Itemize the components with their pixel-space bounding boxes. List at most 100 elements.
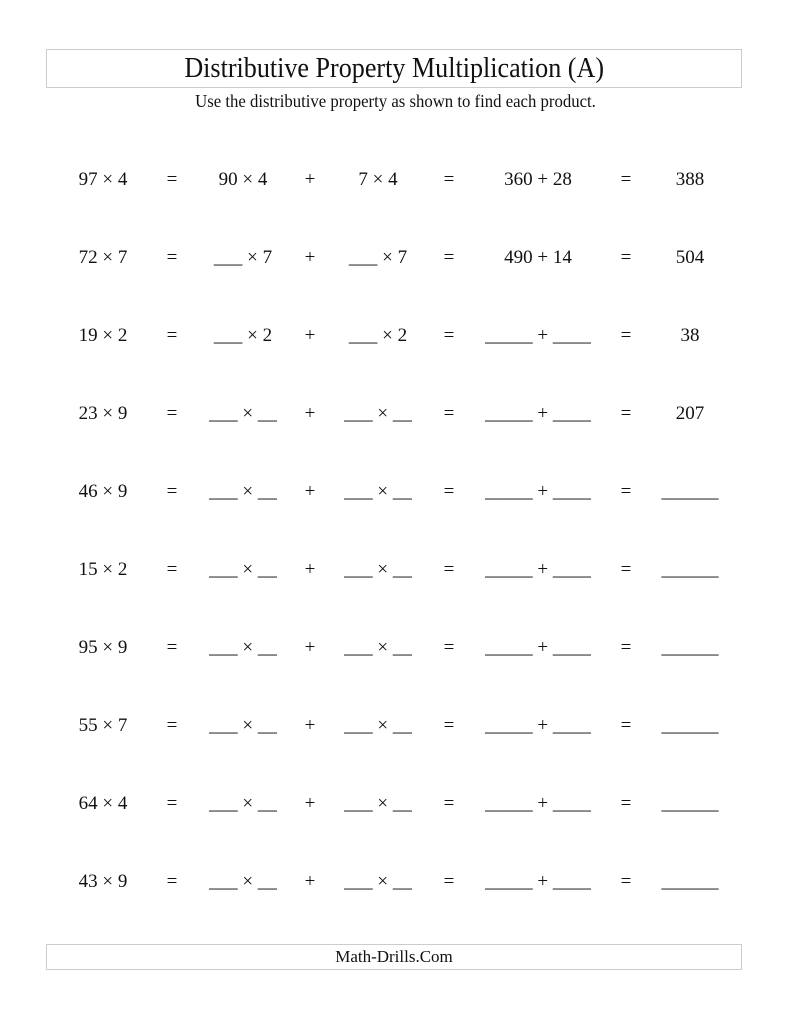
- equals-1: =: [166, 559, 178, 580]
- second-part: ___ × __: [344, 793, 412, 814]
- first-part: ___ × __: [209, 403, 277, 424]
- equals-3: =: [620, 247, 632, 268]
- first-part: ___ × __: [209, 715, 277, 736]
- equals-1: =: [166, 169, 178, 190]
- equals-1: =: [166, 637, 178, 658]
- equals-2: =: [443, 637, 455, 658]
- plus: +: [304, 559, 316, 580]
- partial-sums: 490 + 14: [504, 247, 572, 268]
- partial-sums: _____ + ____: [485, 793, 591, 814]
- second-part: 7 × 4: [358, 169, 398, 190]
- plus: +: [304, 715, 316, 736]
- problem-row: 19 × 2 = ___ × 2 + ___ × 2 = _____ + ____ = 38: [0, 321, 791, 351]
- first-part: ___ × __: [209, 481, 277, 502]
- product: ______: [661, 871, 719, 892]
- title-box: Distributive Property Multiplication (A): [46, 49, 742, 88]
- equals-2: =: [443, 559, 455, 580]
- product: 504: [675, 247, 705, 268]
- equals-1: =: [166, 481, 178, 502]
- problem-row: 55 × 7 = ___ × __ + ___ × __ = _____ + ____ = __…: [0, 711, 791, 741]
- product: ______: [661, 481, 719, 502]
- equals-2: =: [443, 481, 455, 502]
- second-part: ___ × __: [344, 559, 412, 580]
- product: ______: [661, 715, 719, 736]
- product: 207: [675, 403, 705, 424]
- partial-sums: _____ + ____: [485, 559, 591, 580]
- problem: 43 × 9: [78, 871, 128, 892]
- equals-1: =: [166, 871, 178, 892]
- partial-sums: _____ + ____: [485, 481, 591, 502]
- product: ______: [661, 637, 719, 658]
- first-part: 90 × 4: [218, 169, 268, 190]
- problem: 97 × 4: [78, 169, 128, 190]
- equals-3: =: [620, 559, 632, 580]
- equals-3: =: [620, 169, 632, 190]
- equals-1: =: [166, 403, 178, 424]
- problem: 64 × 4: [78, 793, 128, 814]
- problem: 46 × 9: [78, 481, 128, 502]
- equals-3: =: [620, 481, 632, 502]
- product: 388: [675, 169, 705, 190]
- second-part: ___ × __: [344, 637, 412, 658]
- problem: 23 × 9: [78, 403, 128, 424]
- problem: 55 × 7: [78, 715, 128, 736]
- problem-row: 23 × 9 = ___ × __ + ___ × __ = _____ + ____ = 20…: [0, 399, 791, 429]
- instructions: Use the distributive property as shown t…: [195, 91, 596, 111]
- equals-3: =: [620, 871, 632, 892]
- first-part: ___ × __: [209, 559, 277, 580]
- problem-row: 72 × 7 = ___ × 7 + ___ × 7 = 490 + 14 = 504: [0, 243, 791, 273]
- problem: 72 × 7: [78, 247, 128, 268]
- equals-2: =: [443, 403, 455, 424]
- problem-row: 64 × 4 = ___ × __ + ___ × __ = _____ + ____ = __…: [0, 789, 791, 819]
- problem-row: 97 × 4 = 90 × 4 +7 × 4 = 360 + 28 = 388: [0, 165, 791, 195]
- second-part: ___ × __: [344, 871, 412, 892]
- problem-row: 95 × 9 = ___ × __ + ___ × __ = _____ + ____ = __…: [0, 633, 791, 663]
- second-part: ___ × 2: [348, 325, 408, 346]
- equals-1: =: [166, 793, 178, 814]
- problem: 15 × 2: [78, 559, 128, 580]
- plus: +: [304, 481, 316, 502]
- product: 38: [680, 325, 700, 346]
- partial-sums: _____ + ____: [485, 325, 591, 346]
- first-part: ___ × 2: [213, 325, 273, 346]
- second-part: ___ × __: [344, 481, 412, 502]
- first-part: ___ × __: [209, 871, 277, 892]
- partial-sums: _____ + ____: [485, 637, 591, 658]
- equals-3: =: [620, 793, 632, 814]
- equals-1: =: [166, 325, 178, 346]
- plus: +: [304, 247, 316, 268]
- footer-text: Math-Drills.Com: [335, 947, 453, 966]
- plus: +: [304, 169, 316, 190]
- equals-1: =: [166, 247, 178, 268]
- problem-row: 43 × 9 = ___ × __ + ___ × __ = _____ + ____ = __…: [0, 867, 791, 897]
- first-part: ___ × 7: [213, 247, 273, 268]
- equals-2: =: [443, 325, 455, 346]
- product: ______: [661, 793, 719, 814]
- equals-2: =: [443, 247, 455, 268]
- second-part: ___ × __: [344, 403, 412, 424]
- plus: +: [304, 793, 316, 814]
- partial-sums: 360 + 28: [504, 169, 572, 190]
- problem: 95 × 9: [78, 637, 128, 658]
- second-part: ___ × 7: [348, 247, 408, 268]
- second-part: ___ × __: [344, 715, 412, 736]
- equals-2: =: [443, 871, 455, 892]
- partial-sums: _____ + ____: [485, 403, 591, 424]
- footer-box: Math-Drills.Com: [46, 944, 742, 970]
- equals-3: =: [620, 637, 632, 658]
- equals-3: =: [620, 403, 632, 424]
- equals-3: =: [620, 715, 632, 736]
- equals-2: =: [443, 715, 455, 736]
- problem-row: 15 × 2 = ___ × __ + ___ × __ = _____ + ____ = __…: [0, 555, 791, 585]
- equals-2: =: [443, 793, 455, 814]
- equals-2: =: [443, 169, 455, 190]
- product: ______: [661, 559, 719, 580]
- partial-sums: _____ + ____: [485, 871, 591, 892]
- plus: +: [304, 325, 316, 346]
- partial-sums: _____ + ____: [485, 715, 591, 736]
- plus: +: [304, 637, 316, 658]
- worksheet-title: Distributive Property Multiplication (A): [184, 52, 604, 84]
- problem: 19 × 2: [78, 325, 128, 346]
- equals-3: =: [620, 325, 632, 346]
- first-part: ___ × __: [209, 793, 277, 814]
